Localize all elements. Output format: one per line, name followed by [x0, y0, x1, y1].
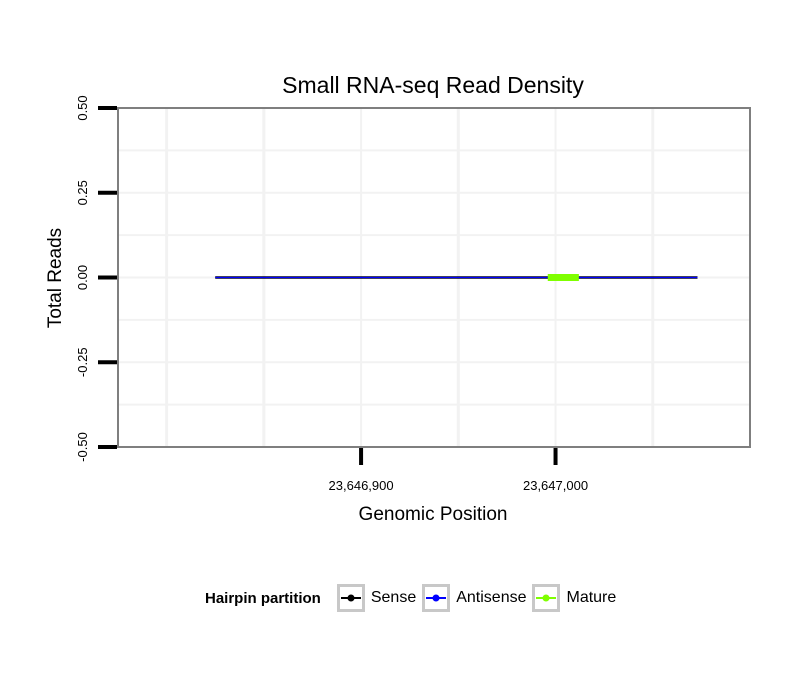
legend-item-mature: Mature [532, 584, 616, 612]
legend-key-mature [532, 584, 561, 612]
legend-label-sense: Sense [370, 589, 417, 606]
x-axis: 23,646,900 23,647,000 [329, 448, 588, 493]
legend-dot-sense [347, 594, 355, 602]
legend-key-sense [336, 584, 365, 612]
x-axis-title: Genomic Position [359, 504, 508, 525]
y-tick-label: 0.00 [75, 265, 90, 290]
y-tick-label: 0.25 [75, 180, 90, 205]
chart-title: Small RNA-seq Read Density [282, 72, 584, 98]
legend-label-mature: Mature [566, 589, 617, 606]
legend-key-antisense [422, 584, 451, 612]
y-axis-title: Total Reads [45, 228, 66, 328]
x-tick-label: 23,646,900 [329, 478, 394, 493]
legend-label-antisense: Antisense [456, 589, 527, 606]
y-tick-label: 0.50 [75, 95, 90, 120]
legend-item-sense: Sense [336, 584, 417, 612]
legend-title: Hairpin partition [205, 589, 321, 607]
y-tick-label: -0.25 [75, 347, 90, 377]
y-axis: -0.50 -0.25 0.00 0.25 0.50 [75, 95, 117, 462]
legend-item-antisense: Antisense [422, 584, 526, 612]
legend-dot-antisense [432, 594, 440, 602]
legend: Hairpin partition Sense Antisense Mature [205, 580, 622, 616]
x-tick-label: 23,647,000 [523, 478, 588, 493]
legend-dot-mature [542, 594, 550, 602]
y-tick-label: -0.50 [75, 432, 90, 462]
plot-panel-border [117, 107, 751, 448]
